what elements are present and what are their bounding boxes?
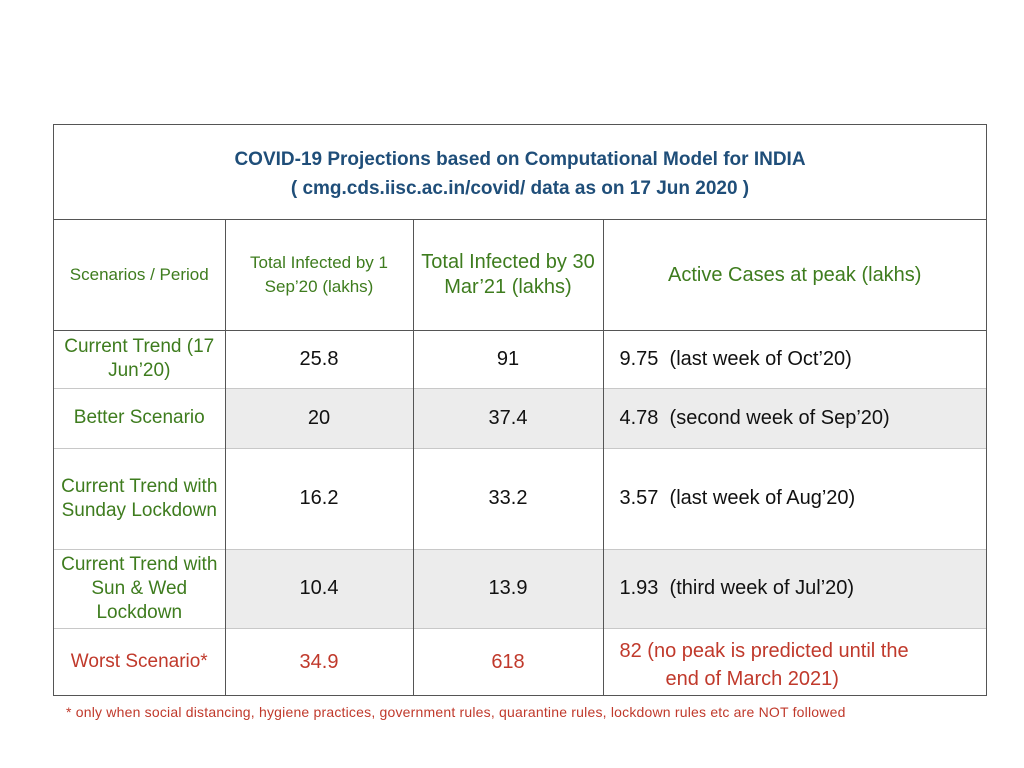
table-row: Current Trend with Sunday Lockdown 16.2 … (54, 448, 986, 549)
header-row: Scenarios / Period Total Infected by 1 S… (54, 220, 986, 330)
table-row-worst: Worst Scenario* 34.9 618 82 (no peak is … (54, 628, 986, 696)
table-row: Current Trend with Sun & Wed Lockdown 10… (54, 549, 986, 628)
mar21-cell: 13.9 (413, 549, 604, 628)
scenario-cell: Current Trend with Sun & Wed Lockdown (54, 549, 226, 628)
active-peak-line-2: end of March 2021) (665, 667, 839, 690)
projections-table-frame: COVID-19 Projections based on Computatio… (53, 124, 987, 696)
scenario-cell: Current Trend with Sunday Lockdown (54, 448, 226, 549)
sep20-cell: 16.2 (225, 448, 414, 549)
sep20-cell: 34.9 (225, 628, 414, 696)
scenario-cell: Better Scenario (54, 388, 226, 448)
mar21-cell: 37.4 (413, 388, 604, 448)
column-header-active-peak: Active Cases at peak (lakhs) (668, 263, 922, 286)
title-line-2: ( cmg.cds.iisc.ac.in/covid/ data as on 1… (290, 178, 750, 199)
table-title: COVID-19 Projections based on Computatio… (54, 125, 986, 220)
mar21-cell: 91 (413, 330, 604, 388)
projections-table: Scenarios / Period Total Infected by 1 S… (54, 220, 986, 696)
title-line-1: COVID-19 Projections based on Computatio… (234, 149, 806, 170)
active-peak-line-1: 82 (no peak is predicted until the (619, 639, 909, 662)
active-peak-cell: 82 (no peak is predicted until the end o… (603, 628, 986, 696)
active-peak-cell: 4.78 (second week of Sep’20) (603, 388, 986, 448)
mar21-cell: 33.2 (413, 448, 604, 549)
scenario-cell: Worst Scenario* (54, 628, 226, 696)
table-row: Better Scenario 20 37.4 4.78 (second wee… (54, 388, 986, 448)
active-peak-cell: 9.75 (last week of Oct’20) (619, 347, 852, 370)
table-row: Current Trend (17 Jun’20) 25.8 91 9.75 (… (54, 330, 986, 388)
scenario-cell: Current Trend (17 Jun’20) (54, 330, 226, 388)
sep20-cell: 25.8 (225, 330, 414, 388)
mar21-cell: 618 (413, 628, 604, 696)
column-header-mar21: Total Infected by 30 Mar’21 (lakhs) (413, 220, 604, 330)
footnote: * only when social distancing, hygiene p… (66, 704, 846, 720)
active-peak-cell: 1.93 (third week of Jul’20) (603, 549, 986, 628)
sep20-cell: 20 (225, 388, 414, 448)
column-header-sep20: Total Infected by 1 Sep’20 (lakhs) (225, 220, 414, 330)
sep20-cell: 10.4 (225, 549, 414, 628)
active-peak-cell: 3.57 (last week of Aug’20) (619, 487, 856, 509)
column-header-scenario: Scenarios / Period (54, 220, 226, 330)
